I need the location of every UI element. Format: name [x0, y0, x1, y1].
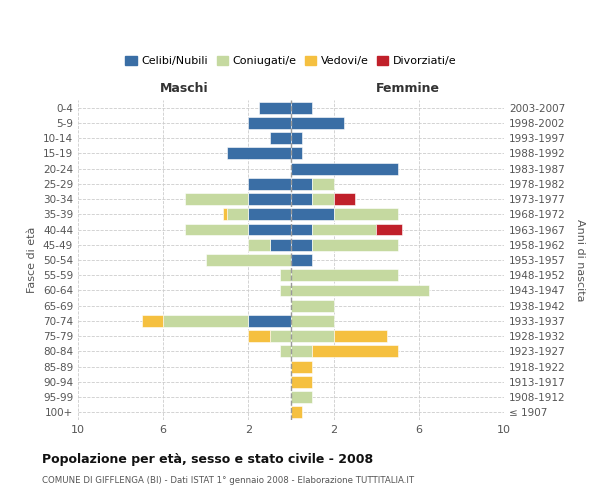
Bar: [313, 178, 334, 190]
Bar: [291, 315, 334, 327]
Bar: [227, 148, 291, 160]
Bar: [291, 193, 313, 205]
Bar: [291, 406, 302, 418]
Bar: [280, 284, 291, 296]
Bar: [248, 330, 270, 342]
Bar: [291, 102, 313, 114]
Bar: [248, 208, 291, 220]
Text: COMUNE DI GIFFLENGA (BI) - Dati ISTAT 1° gennaio 2008 - Elaborazione TUTTITALIA.: COMUNE DI GIFFLENGA (BI) - Dati ISTAT 1°…: [42, 476, 414, 485]
Bar: [248, 315, 291, 327]
Bar: [291, 239, 313, 250]
Text: Femmine: Femmine: [376, 82, 440, 96]
Bar: [291, 284, 430, 296]
Y-axis label: Anni di nascita: Anni di nascita: [575, 219, 585, 301]
Bar: [223, 208, 227, 220]
Bar: [291, 132, 302, 144]
Bar: [291, 178, 313, 190]
Bar: [248, 224, 291, 235]
Bar: [313, 193, 334, 205]
Bar: [227, 208, 248, 220]
Bar: [291, 117, 344, 129]
Bar: [313, 224, 376, 235]
Bar: [163, 315, 248, 327]
Legend: Celibi/Nubili, Coniugati/e, Vedovi/e, Divorziati/e: Celibi/Nubili, Coniugati/e, Vedovi/e, Di…: [121, 51, 461, 70]
Bar: [291, 162, 398, 174]
Y-axis label: Fasce di età: Fasce di età: [28, 227, 37, 293]
Bar: [270, 330, 291, 342]
Bar: [291, 224, 313, 235]
Bar: [334, 208, 398, 220]
Bar: [248, 193, 291, 205]
Bar: [291, 300, 334, 312]
Bar: [142, 315, 163, 327]
Bar: [291, 270, 398, 281]
Bar: [291, 208, 334, 220]
Bar: [376, 224, 402, 235]
Bar: [270, 132, 291, 144]
Bar: [334, 193, 355, 205]
Bar: [206, 254, 291, 266]
Text: Popolazione per età, sesso e stato civile - 2008: Popolazione per età, sesso e stato civil…: [42, 452, 373, 466]
Bar: [280, 270, 291, 281]
Bar: [291, 330, 334, 342]
Bar: [291, 376, 313, 388]
Bar: [248, 239, 270, 250]
Bar: [291, 254, 313, 266]
Bar: [291, 391, 313, 403]
Bar: [185, 224, 248, 235]
Bar: [248, 117, 291, 129]
Bar: [270, 239, 291, 250]
Bar: [259, 102, 291, 114]
Bar: [291, 346, 313, 358]
Bar: [291, 360, 313, 372]
Bar: [185, 193, 248, 205]
Bar: [334, 330, 387, 342]
Bar: [291, 148, 302, 160]
Text: Maschi: Maschi: [160, 82, 209, 96]
Bar: [280, 346, 291, 358]
Bar: [248, 178, 291, 190]
Bar: [313, 239, 398, 250]
Bar: [313, 346, 398, 358]
